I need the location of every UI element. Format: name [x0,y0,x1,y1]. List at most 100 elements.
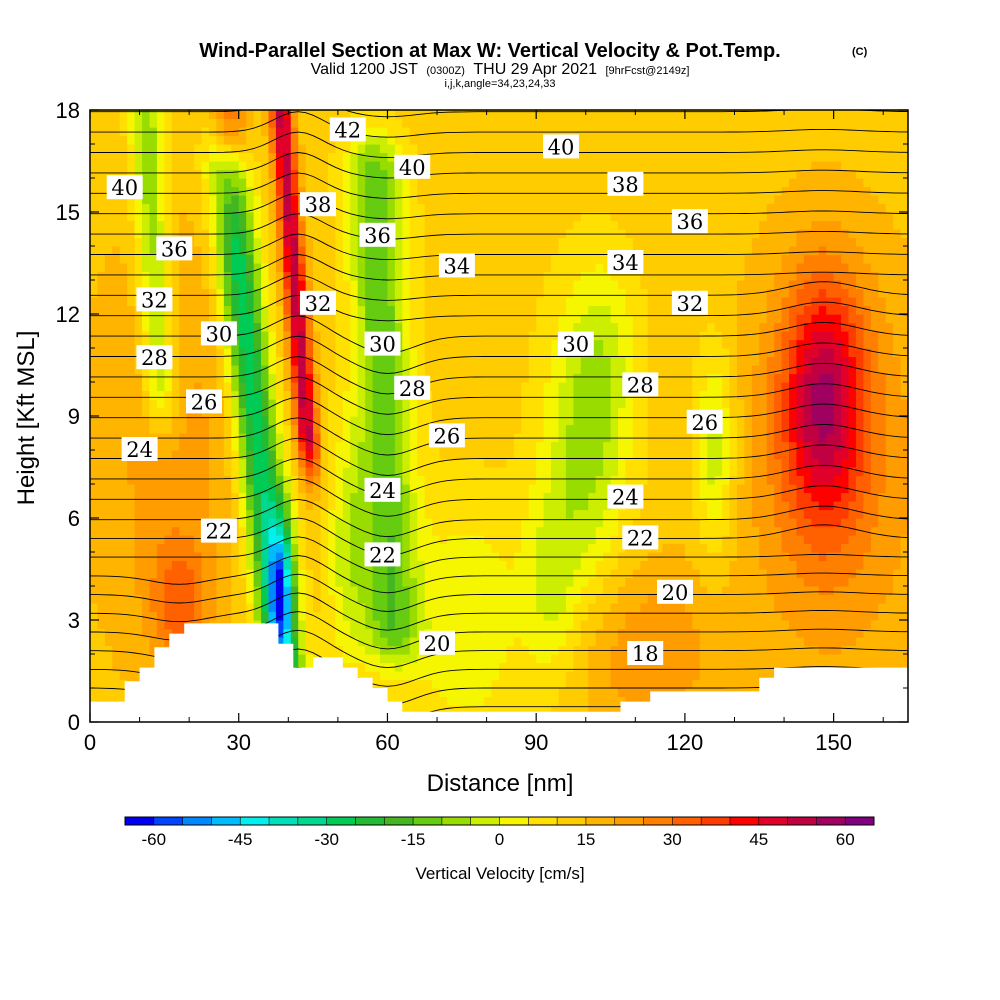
velocity-cell [320,518,329,528]
velocity-cell [855,509,864,519]
velocity-cell [714,679,723,689]
velocity-cell [833,645,842,655]
velocity-cell [885,637,894,647]
velocity-cell [484,365,493,375]
velocity-cell [298,603,307,613]
velocity-cell [402,654,411,664]
velocity-cell [588,526,597,536]
velocity-cell [595,407,604,417]
velocity-cell [424,552,433,562]
velocity-cell [662,501,671,511]
velocity-cell [885,356,894,366]
velocity-cell [841,594,850,604]
velocity-cell [238,552,247,562]
velocity-cell [112,696,121,706]
velocity-cell [729,416,738,426]
velocity-cell [327,356,336,366]
velocity-cell [454,356,463,366]
velocity-cell [491,526,500,536]
velocity-cell [179,433,188,443]
velocity-cell [424,611,433,621]
velocity-cell [298,348,307,358]
velocity-cell [826,356,835,366]
velocity-cell [119,543,128,553]
velocity-cell [543,450,552,460]
velocity-cell [327,645,336,655]
velocity-cell [536,671,545,681]
velocity-cell [275,382,284,392]
velocity-cell [402,577,411,587]
velocity-cell [841,339,850,349]
velocity-cell [870,569,879,579]
velocity-cell [781,416,790,426]
velocity-cell [573,399,582,409]
velocity-cell [677,348,686,358]
velocity-cell [551,577,560,587]
velocity-cell [476,705,485,715]
velocity-cell [617,696,627,706]
velocity-cell [491,543,500,553]
velocity-cell [409,705,418,715]
velocity-cell [484,390,493,400]
velocity-cell [446,356,455,366]
velocity-cell [551,424,560,434]
velocity-cell [186,560,195,570]
velocity-cell [722,458,731,468]
velocity-cell [885,535,894,545]
velocity-cell [707,441,716,451]
velocity-cell [736,467,745,477]
velocity-cell [662,484,671,494]
velocity-cell [588,373,597,383]
velocity-cell [565,390,574,400]
velocity-cell [476,416,485,426]
velocity-cell [424,569,433,579]
velocity-cell [781,348,790,358]
velocity-cell [246,348,255,358]
velocity-cell [394,679,403,689]
velocity-cell [573,637,582,647]
velocity-cell [565,705,574,715]
velocity-cell [684,467,693,477]
velocity-cell [439,552,448,562]
velocity-cell [461,637,470,647]
velocity-cell [134,586,143,596]
velocity-cell [513,560,522,570]
velocity-cell [521,399,530,409]
velocity-cell [194,526,203,536]
velocity-cell [469,484,478,494]
velocity-cell [848,526,857,536]
velocity-cell [402,348,411,358]
velocity-cell [528,382,537,392]
velocity-cell [796,475,805,485]
velocity-cell [692,518,701,528]
velocity-cell [484,705,493,715]
velocity-cell [751,407,760,417]
velocity-cell [357,645,366,655]
velocity-cell [484,433,493,443]
velocity-cell [670,645,679,655]
velocity-cell [283,552,292,562]
velocity-cell [774,543,783,553]
velocity-cell [194,331,203,341]
velocity-cell [774,450,783,460]
velocity-cell [699,611,708,621]
velocity-cell [424,492,433,502]
velocity-cell [662,348,671,358]
velocity-cell [112,679,121,689]
velocity-cell [781,399,790,409]
velocity-cell [149,518,158,528]
velocity-cell [625,696,634,706]
velocity-cell [394,696,403,706]
velocity-cell [558,467,567,477]
velocity-cell [194,569,203,579]
velocity-cell [766,373,775,383]
velocity-cell [573,535,582,545]
velocity-cell [461,467,470,477]
velocity-cell [394,501,403,511]
velocity-cell [499,637,508,647]
velocity-cell [699,594,708,604]
velocity-cell [417,492,426,502]
velocity-cell [736,399,745,409]
velocity-cell [253,577,262,587]
velocity-cell [231,373,240,383]
